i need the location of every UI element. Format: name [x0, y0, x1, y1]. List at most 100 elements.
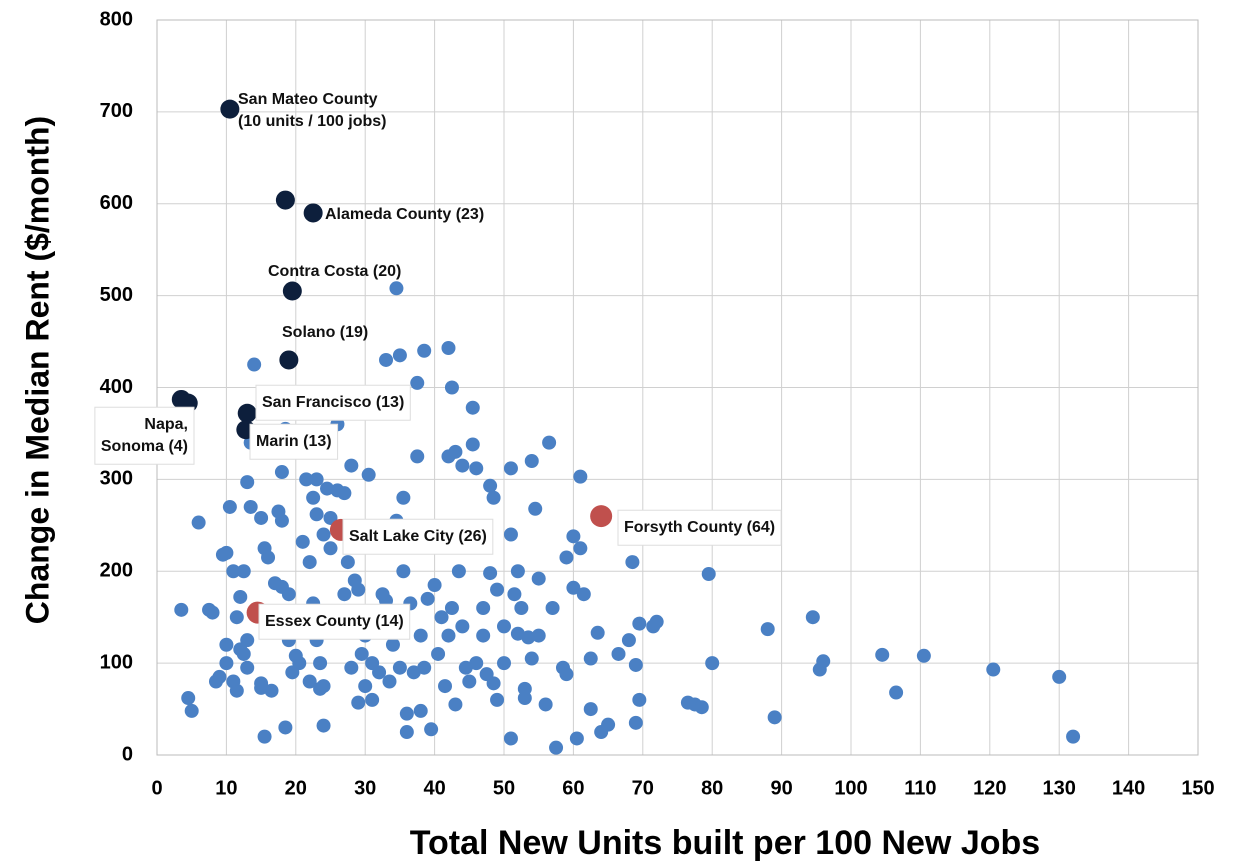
point	[538, 697, 553, 712]
point	[413, 703, 428, 718]
plot-border	[156, 19, 1199, 756]
point	[760, 622, 775, 637]
point	[219, 545, 234, 560]
point	[503, 527, 518, 542]
annotation-box	[342, 518, 494, 555]
point	[237, 403, 257, 423]
point	[254, 676, 269, 691]
point	[431, 646, 446, 661]
x-tick-label: 110	[904, 777, 936, 799]
point	[229, 610, 244, 625]
point	[316, 718, 331, 733]
x-tick-label: 30	[354, 777, 376, 799]
point	[566, 580, 581, 595]
point	[434, 610, 449, 625]
y-tick-label: 600	[100, 192, 133, 214]
point	[531, 571, 546, 586]
point	[569, 731, 584, 746]
annotation-text: San Francisco (13)	[262, 394, 404, 411]
annotation-text: Marin (13)	[256, 433, 332, 450]
point	[632, 692, 647, 707]
annotation-text: Alameda County (23)	[325, 206, 484, 223]
y-tick-label: 100	[100, 651, 133, 673]
x-tick-label: 140	[1112, 777, 1145, 799]
y-tick-label: 800	[100, 8, 133, 30]
point	[174, 602, 189, 617]
point	[444, 380, 459, 395]
point	[379, 352, 394, 367]
point	[767, 710, 782, 725]
point	[279, 350, 299, 370]
annotation-text: Essex County (14)	[265, 613, 404, 630]
x-tick-label: 70	[632, 777, 654, 799]
point	[573, 541, 588, 556]
point	[351, 582, 366, 597]
point	[181, 691, 196, 706]
x-tick-label: 50	[493, 777, 515, 799]
point	[455, 458, 470, 473]
annotation: Solano (19)	[282, 324, 368, 341]
point	[701, 567, 716, 582]
point	[344, 660, 359, 675]
y-tick-label: 300	[100, 468, 133, 490]
y-tick-label: 700	[100, 100, 133, 122]
point	[625, 555, 640, 570]
point	[424, 722, 439, 737]
point	[1052, 669, 1067, 684]
point	[524, 454, 539, 468]
point	[628, 657, 643, 672]
point	[465, 437, 480, 452]
y-tick-label: 500	[100, 284, 133, 306]
x-tick-label: 80	[701, 777, 723, 799]
point	[590, 505, 613, 528]
point	[490, 582, 505, 597]
point	[462, 674, 477, 689]
point	[448, 697, 463, 712]
point	[302, 674, 317, 689]
annotation: Alameda County (23)	[325, 206, 484, 223]
point	[399, 706, 414, 721]
point	[320, 481, 335, 496]
point	[427, 578, 442, 593]
point	[351, 695, 366, 710]
point	[507, 587, 522, 602]
x-tick-label: 20	[285, 777, 307, 799]
point	[354, 646, 369, 661]
point	[590, 625, 605, 640]
point	[465, 400, 480, 415]
point	[566, 529, 581, 544]
point	[392, 348, 407, 363]
point	[413, 628, 428, 643]
point	[420, 591, 435, 606]
point	[292, 656, 307, 671]
point	[455, 619, 470, 634]
annotation: Marin (13)	[249, 423, 339, 460]
point	[549, 740, 564, 755]
point	[410, 375, 425, 390]
point	[219, 656, 234, 671]
point	[441, 628, 456, 643]
point	[303, 203, 323, 223]
point	[542, 435, 557, 450]
x-tick-label: 40	[423, 777, 445, 799]
point	[236, 646, 251, 661]
x-tick-label: 130	[1043, 777, 1076, 799]
point	[220, 99, 240, 119]
point	[510, 564, 525, 579]
point	[503, 731, 518, 746]
point	[476, 628, 491, 643]
point	[309, 472, 324, 487]
point	[212, 669, 227, 684]
annotation: San Francisco (13)	[255, 384, 411, 421]
point	[816, 654, 831, 669]
point	[222, 499, 237, 514]
point	[524, 651, 539, 666]
point	[649, 614, 664, 629]
point	[399, 725, 414, 740]
point	[545, 601, 560, 615]
point	[986, 662, 1001, 677]
point	[281, 587, 296, 602]
point	[240, 660, 255, 675]
point	[309, 507, 324, 522]
point	[219, 637, 234, 652]
